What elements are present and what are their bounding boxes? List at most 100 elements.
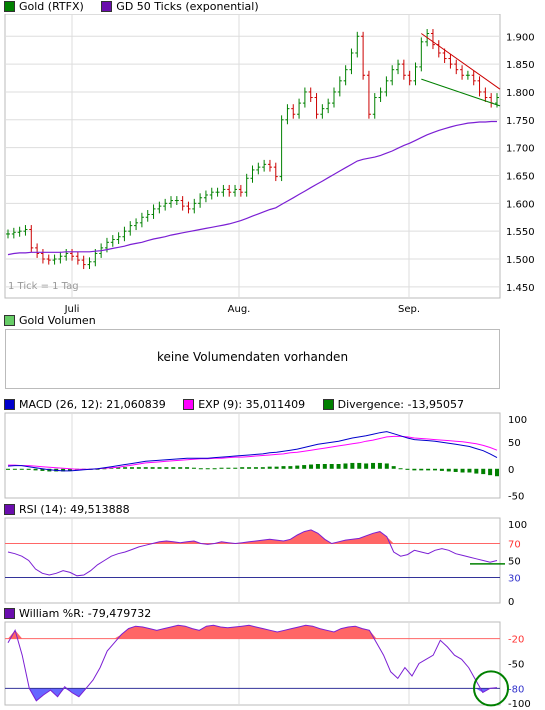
divergence-bar (6, 468, 10, 470)
legend-volume-swatch (4, 315, 15, 326)
divergence-bar (12, 468, 17, 470)
macd-chart: 100 50 0 -50 (4, 412, 527, 500)
divergence-bar (384, 463, 389, 469)
divergence-bar (481, 468, 486, 475)
divergence-bar (19, 468, 24, 470)
divergence-bar (260, 467, 265, 469)
legend-exp: EXP (9): 35,011409 (183, 398, 305, 411)
divergence-bar (371, 462, 376, 469)
legend-divergence-label: Divergence: -13,95057 (337, 398, 464, 411)
legend-william: William %R: -79,479732 (4, 607, 151, 620)
divergence-bar (322, 464, 327, 469)
divergence-bar (267, 466, 272, 469)
volume-panel (5, 329, 500, 389)
price-y-tick-label: 1.450 (506, 283, 535, 294)
legend-gold-label: Gold (RTFX) (19, 0, 84, 13)
price-x-tick-label: Juli (64, 304, 80, 314)
william-svg-y-tick-label: -100 (508, 699, 531, 707)
legend-volume: Gold Volumen (4, 314, 96, 327)
william-svg-y-tick-label: -20 (508, 635, 524, 646)
divergence-bar (191, 467, 196, 469)
divergence-bar (67, 468, 72, 471)
highlight-circle (473, 670, 509, 707)
divergence-bar (247, 467, 252, 469)
william-legend: William %R: -79,479732 (4, 607, 165, 621)
divergence-bar (288, 466, 293, 469)
price-y-tick-label: 1.650 (506, 171, 535, 182)
legend-volume-label: Gold Volumen (19, 314, 96, 327)
rsi-svg-y-tick-label: 0 (508, 597, 514, 605)
macd-svg-y-tick-label: 0 (508, 465, 514, 476)
macd-svg-y-tick-label: -50 (508, 491, 524, 500)
divergence-bar (150, 467, 155, 469)
divergence-bar (315, 464, 320, 469)
divergence-bar (116, 467, 121, 469)
price-legend: Gold (RTFX) GD 50 Ticks (exponential) (4, 0, 273, 14)
divergence-bar (405, 468, 410, 470)
divergence-bar (474, 468, 479, 474)
rsi-line (7, 529, 498, 577)
price-y-tick-label: 1.600 (506, 199, 535, 210)
price-y-tick-label: 1.500 (506, 255, 535, 266)
divergence-bar (33, 468, 38, 471)
macd-legend: MACD (26, 12): 21,060839 EXP (9): 35,011… (4, 398, 478, 412)
divergence-bar (453, 468, 458, 472)
rsi-svg-y-tick-label: 100 (508, 520, 527, 531)
divergence-bar (123, 467, 128, 469)
tick-note: 1 Tick = 1 Tag (8, 281, 79, 292)
divergence-bar (398, 468, 403, 470)
divergence-bar (143, 467, 148, 469)
price-x-tick-label: Sep. (398, 304, 420, 314)
divergence-bar (350, 462, 355, 469)
rsi-svg-frame (4, 517, 501, 604)
ema-line (7, 120, 497, 256)
legend-gold: Gold (RTFX) (4, 0, 84, 13)
rsi-svg-y-tick-label: 50 (508, 557, 521, 568)
divergence-bar (336, 464, 341, 469)
divergence-bar (391, 466, 396, 469)
divergence-bar (185, 467, 190, 469)
william-line (7, 624, 498, 702)
divergence-bar (129, 467, 134, 469)
rsi-svg-y-tick-label: 70 (508, 540, 521, 551)
divergence-bar (205, 468, 210, 470)
divergence-bar (198, 468, 203, 470)
legend-ema: GD 50 Ticks (exponential) (101, 0, 259, 13)
macd-svg-frame (4, 412, 501, 499)
william-chart: -20 -50 -80 -100 (4, 621, 531, 707)
divergence-bar (426, 468, 431, 471)
legend-rsi-swatch (4, 504, 15, 515)
legend-william-label: William %R: -79,479732 (19, 607, 152, 620)
william-oversold-fill (8, 688, 497, 701)
divergence-bar (460, 468, 465, 473)
divergence-bar (364, 463, 369, 469)
divergence-bar (377, 462, 382, 469)
price-y-tick-label: 1.750 (506, 116, 535, 127)
rsi-chart: 100 70 50 30 0 (4, 517, 527, 605)
legend-macd-label: MACD (26, 12): 21,060839 (19, 398, 166, 411)
price-x-tick-label: Aug. (228, 304, 251, 314)
legend-divergence-swatch (322, 399, 334, 410)
divergence-bar (412, 468, 417, 471)
price-y-tick-label: 1.900 (506, 32, 535, 43)
legend-rsi: RSI (14): 49,513888 (4, 503, 130, 516)
divergence-bar (329, 464, 334, 469)
divergence-bar (433, 468, 438, 471)
legend-macd: MACD (26, 12): 21,060839 (4, 398, 166, 411)
william-overbought-fill (8, 625, 497, 639)
william-svg-y-tick-label: -80 (508, 684, 524, 695)
price-chart: 1.450 1.500 1.550 1.600 1.650 1.700 1.750 1.800… (4, 14, 535, 314)
divergence-bar (495, 468, 499, 477)
divergence-bar (309, 464, 314, 469)
divergence-bar (467, 468, 472, 473)
divergence-bar (136, 467, 141, 469)
rsi-svg-y-tick-label: 30 (508, 574, 521, 585)
macd-svg-y-tick-label: 100 (508, 415, 527, 426)
divergence-bar (302, 465, 307, 469)
divergence-bar (343, 463, 348, 469)
macd-svg-y-tick-label: 50 (508, 438, 521, 449)
legend-ema-label: GD 50 Ticks (exponential) (116, 0, 259, 13)
price-y-tick-label: 1.800 (506, 88, 535, 99)
divergence-bar (109, 467, 114, 469)
legend-macd-swatch (4, 399, 15, 410)
